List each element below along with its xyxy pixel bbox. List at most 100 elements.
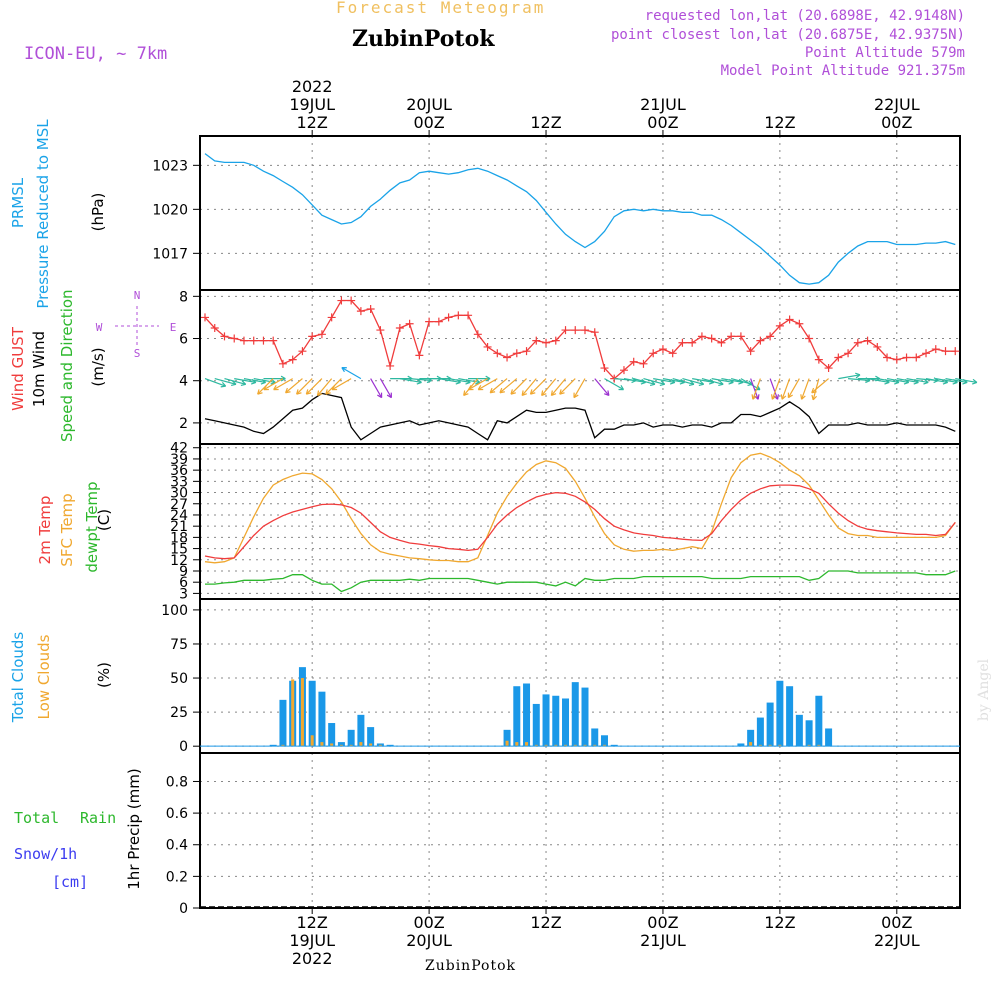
gust-marker [259,336,268,345]
total-cloud-bar [737,743,745,747]
compass-letter: W [96,321,103,334]
y-tick-label: 100 [161,603,188,619]
wind-arrowhead [341,367,347,373]
gust-marker [785,315,794,324]
wind-arrow [409,378,432,382]
wind-arrowhead [296,389,302,395]
total-cloud-bar [805,720,813,747]
gust-marker [532,336,541,345]
wind-arrow [253,378,276,384]
total-cloud-bar [523,683,531,747]
gust-marker [766,332,775,341]
wind-arrow [477,378,498,391]
gust-marker [269,336,278,345]
gust-marker [512,349,521,358]
panel-frame [199,289,961,445]
compass-letter: N [134,289,141,302]
point-altitude: Point Altitude 579m [804,45,965,61]
wind-arrow [672,378,695,385]
wind-arrow [234,378,257,384]
time-label-top: 12Z [530,113,561,132]
wind-arrow [769,378,779,400]
wind-arrowhead [780,394,787,400]
y-tick-label: 18 [170,530,188,546]
t2m-line [204,484,956,560]
wind-arrowhead [659,380,666,387]
gust-marker [736,332,745,341]
gust-marker [600,364,609,373]
low-cloud-bar [602,744,606,747]
wind-arrow [530,378,547,395]
wind-arrowhead [698,380,705,387]
y-tick-label: 0.2 [166,869,188,885]
time-label-bottom: 20JUL [406,931,452,950]
prmsl-line [204,153,956,285]
y-tick-label: 15 [170,542,188,558]
wind-arrow [305,378,323,395]
wind-arrowhead [787,392,793,399]
total-cloud-bar [581,687,589,747]
gust-marker [912,353,921,362]
time-label-bottom: 2022 [292,949,333,968]
wind-arrow [273,378,293,391]
y-tick-label: 75 [170,637,188,653]
low-cloud-bar [349,744,353,747]
wind-arrowhead [220,381,227,388]
closest-coords: point closest lon,lat (20.6875E, 42.9375… [610,27,965,43]
y-tick-label: 4 [179,374,188,390]
gust-marker [434,317,443,326]
wind-arrowhead [521,390,528,397]
wind-arrow [750,378,759,400]
gust-marker [678,338,687,347]
total-cloud-bar [269,744,277,747]
watermark-title: Forecast Meteogram [336,0,546,17]
wind-arrow [489,378,508,394]
gust-marker [386,361,395,370]
model-label: ICON-EU, ~ 7km [24,44,168,64]
gust-marker [317,330,326,339]
total-cloud-bar [328,723,336,747]
gust-marker [873,342,882,351]
precip-legend-rain: Rain [80,809,117,827]
wind-arrow [379,378,392,398]
gust-marker [814,355,823,364]
wind-arrow [623,378,646,384]
time-label-bottom: 12Z [530,913,561,932]
wind-arrow [906,378,929,384]
wind-arrow [224,378,246,385]
time-label-top: 21JUL [640,95,686,114]
wind-arrow [653,378,675,384]
gust-marker [395,323,404,332]
total-cloud-bar [600,735,608,747]
gust-marker [668,349,677,358]
dewpt-line [205,570,956,593]
gust-marker [834,353,843,362]
wind-arrowhead [618,385,625,391]
total-cloud-bar [610,744,618,747]
station-title: ZubinPotok [352,26,495,52]
wind-arrow [877,378,900,384]
wind-arrow [811,378,829,394]
y-tick-label: 8 [179,289,188,305]
time-label-top: 00Z [413,113,444,132]
y-tick-label: 6 [179,575,188,591]
wind-arrowhead [257,389,263,395]
low-cloud-bar [564,744,568,747]
precip-legend-total: Total [14,809,60,827]
wind-arrowhead [559,389,565,395]
time-label-top: 19JUL [289,95,335,114]
total-cloud-bar [279,699,287,747]
y-tick-label: 33 [170,474,188,490]
requested-coords: requested lon,lat (20.6898E, 42.9148N) [644,8,965,24]
total-cloud-bar [747,729,755,747]
wind-arrow [955,378,978,384]
time-label-bottom: 22JUL [874,931,920,950]
wind-arrowhead [510,389,516,395]
wind-speed-line [204,392,956,441]
footer-station: ZubinPotok [425,958,517,974]
wind-arrowhead [489,387,496,394]
wind-arrowhead [285,387,291,394]
time-label-top: 12Z [764,113,795,132]
total-cloud-bar [318,691,326,747]
